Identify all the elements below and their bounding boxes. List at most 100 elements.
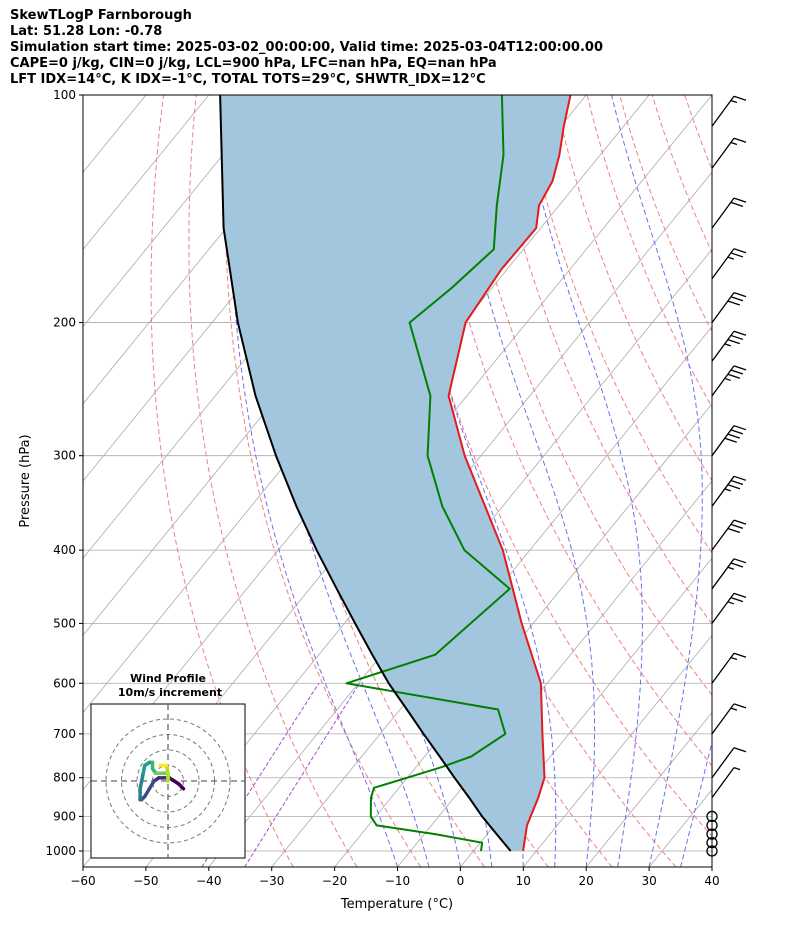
x-tick-label: 20 (579, 874, 594, 888)
moist-adiabat-line (611, 95, 703, 867)
x-tick-label: −10 (385, 874, 410, 888)
x-tick-label: 30 (641, 874, 656, 888)
hodograph: Wind Profile 10m/s increment (90, 672, 246, 859)
y-tick-label: 100 (53, 88, 76, 102)
barb-staff (711, 652, 735, 684)
barb-staff (711, 137, 735, 169)
barb-staff (711, 747, 735, 779)
x-tick-label: 40 (704, 874, 719, 888)
barb-flag (727, 373, 741, 379)
y-tick-label: 600 (53, 676, 76, 690)
hodograph-ring (105, 718, 231, 844)
x-axis-label: Temperature (°C) (340, 897, 453, 912)
wind-barb (711, 519, 747, 551)
y-tick-label: 800 (53, 771, 76, 785)
dry-adiabat-line (684, 95, 712, 171)
barb-flag (733, 291, 747, 298)
wind-barb (711, 767, 741, 799)
barb-flag (733, 330, 747, 336)
x-tick-label: −60 (70, 874, 95, 888)
x-tick-label: −30 (259, 874, 284, 888)
moist-adiabat-line (230, 95, 398, 867)
barb-flag (733, 475, 747, 481)
wind-barb (711, 137, 747, 169)
barb-flag (730, 201, 744, 207)
isotherm-line (648, 789, 712, 867)
y-tick-label: 400 (53, 543, 76, 557)
wind-barb (706, 819, 718, 832)
barb-staff (711, 425, 735, 457)
wind-barb (711, 291, 747, 323)
barb-staff (711, 330, 735, 362)
x-tick-label: 10 (516, 874, 531, 888)
barb-half-flag (724, 488, 731, 492)
barb-staff (711, 703, 735, 735)
x-tick-label: −20 (322, 874, 347, 888)
y-tick-label: 500 (53, 616, 76, 630)
barb-half-flag (730, 141, 738, 146)
x-tick-label: −50 (133, 874, 158, 888)
barb-staff (711, 558, 735, 590)
barb-flag (733, 558, 747, 564)
barb-flag (727, 339, 741, 345)
barb-flag (730, 562, 744, 568)
wind-barb (711, 197, 747, 229)
barb-flag (733, 652, 747, 658)
chart-title: SkewTLogP Farnborough (10, 8, 192, 23)
barb-staff (711, 593, 735, 624)
hodograph-title: Wind Profile (130, 672, 206, 685)
fill-layer (220, 95, 571, 851)
wind-barb (706, 828, 718, 840)
barb-staff (711, 767, 735, 799)
barb-staff (711, 292, 735, 323)
wind-barbs (706, 95, 747, 857)
barb-half-flag (730, 707, 738, 711)
x-tick-label: 0 (457, 874, 465, 888)
wind-barb (711, 747, 747, 779)
dry-adiabat-line (651, 95, 712, 254)
barb-flag (730, 252, 744, 258)
barb-flag (727, 433, 741, 439)
dry-adiabat-line (224, 95, 422, 867)
barb-flag (727, 527, 741, 534)
wind-barb (706, 837, 718, 849)
barb-flag (733, 137, 747, 143)
barb-flag (724, 437, 737, 443)
barb-flag (727, 484, 741, 490)
dry-adiabat-line (783, 95, 794, 867)
hodograph-subtitle: 10m/s increment (118, 686, 222, 699)
wind-barb (711, 703, 747, 735)
barb-staff (711, 248, 735, 280)
barb-flag (730, 334, 744, 341)
dry-adiabat-line (750, 95, 794, 867)
barb-staff (711, 197, 735, 229)
temperature-line (447, 95, 572, 852)
barb-half-flag (724, 377, 731, 382)
y-tick-label: 200 (53, 316, 76, 330)
dry-adiabat-line (521, 95, 712, 554)
y-tick-label: 900 (53, 809, 76, 823)
dry-adiabat-line (391, 95, 712, 838)
moist-adiabat-line (680, 740, 712, 867)
isotherm-line (83, 95, 210, 251)
barb-flag (730, 429, 744, 435)
wind-barb (711, 248, 747, 280)
chart-times: Simulation start time: 2025-03-02_00:00:… (10, 40, 603, 55)
barb-half-flag (730, 656, 738, 661)
wind-barb (711, 95, 747, 127)
barb-flag (733, 197, 747, 203)
barb-half-flag (727, 566, 735, 570)
barb-flag (733, 425, 747, 431)
chart-indices-1: CAPE=0 j/kg, CIN=0 j/kg, LCL=900 hPa, LF… (10, 56, 497, 71)
series-layer (219, 95, 572, 852)
barb-staff (711, 475, 735, 507)
barb-half-flag (730, 99, 738, 104)
isotherm-line (208, 248, 712, 867)
moist-adiabat-line (255, 95, 430, 867)
hodograph-ring (136, 749, 200, 813)
mixing-ratio-line (244, 683, 360, 867)
barb-half-flag (727, 256, 735, 260)
barb-flag (730, 369, 744, 375)
y-tick-label: 700 (53, 727, 76, 741)
